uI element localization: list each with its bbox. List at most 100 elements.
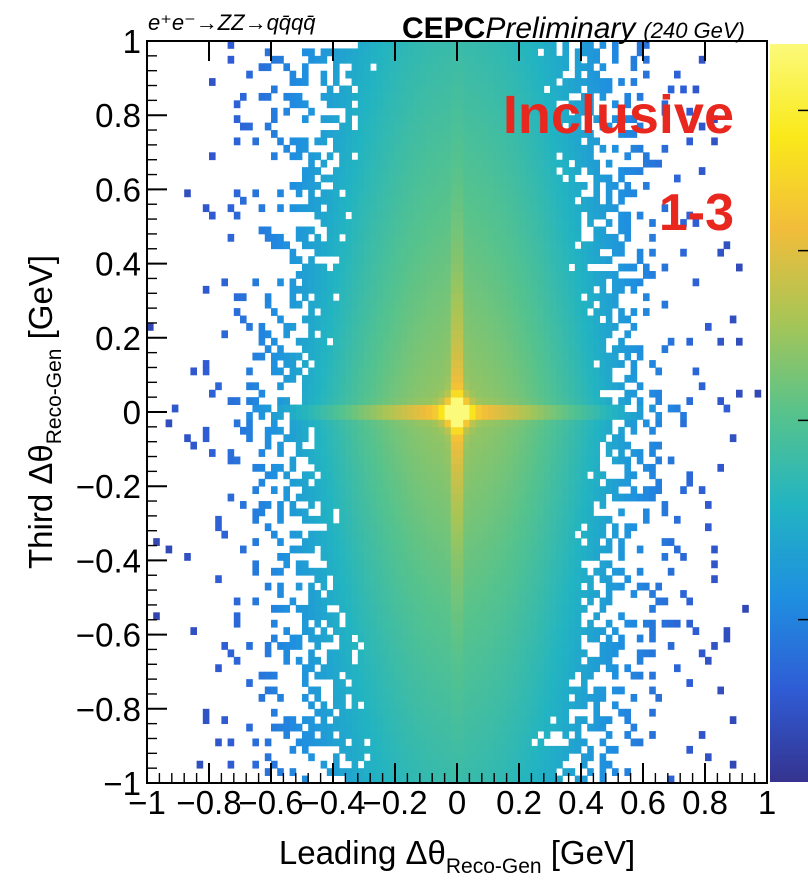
heatmap-cell [494,538,501,546]
heatmap-cell [574,226,582,235]
heatmap-cell [550,449,557,457]
heatmap-cell [512,523,520,532]
heatmap-cell [444,85,452,94]
heatmap-cell [463,471,470,480]
heatmap-cell [568,285,576,294]
heatmap-cell [506,515,514,524]
heatmap-cell [357,560,365,569]
heatmap-cell [581,486,588,495]
heatmap-cell [326,552,334,561]
heatmap-cell [413,345,421,354]
heatmap-cell [364,701,371,710]
heatmap-cell [562,412,569,420]
heatmap-cell [494,300,501,309]
heatmap-cell [320,308,328,316]
heatmap-cell [630,738,638,747]
heatmap-cell [407,419,414,428]
heatmap-cell [357,63,365,72]
heatmap-cell [444,204,452,213]
heatmap-cell [581,515,588,524]
heatmap-cell [475,679,483,687]
heatmap-cell [612,671,619,680]
heatmap-cell [364,300,371,309]
heatmap-cell [401,337,408,346]
heatmap-cell [450,449,458,457]
heatmap-cell [587,271,594,279]
heatmap-cell [370,196,377,205]
heatmap-cell [469,271,476,279]
heatmap-cell [345,397,352,405]
heatmap-cell [413,256,421,264]
heatmap-cell [562,567,569,576]
heatmap-cell [308,241,315,250]
heatmap-cell [277,441,284,450]
heatmap-cell [246,723,253,732]
heatmap-cell [314,493,321,502]
heatmap-cell [599,471,607,480]
heatmap-cell [525,434,532,443]
heatmap-cell [481,374,489,383]
heatmap-cell [463,352,470,361]
heatmap-cell [494,738,501,747]
heatmap-cell [419,775,427,783]
heatmap-cell [413,597,421,606]
heatmap-cell [475,211,483,220]
heatmap-cell [543,590,551,598]
heatmap-cell [568,508,576,517]
heatmap-cell [258,449,266,457]
heatmap-cell [295,233,303,242]
heatmap-cell [469,642,476,650]
heatmap-cell [438,85,445,94]
heatmap-cell [463,775,470,783]
heatmap-cell [543,434,551,443]
heatmap-cell [550,545,557,554]
heatmap-cell [401,100,408,109]
heatmap-cell [314,152,321,161]
heatmap-cell [512,567,520,576]
heatmap-cell [426,627,433,635]
heatmap-cell [500,278,507,287]
heatmap-cell [438,456,445,465]
heatmap-cell [612,181,619,190]
heatmap-cell [388,463,396,472]
heatmap-cell [463,679,470,687]
heatmap-cell [531,693,538,702]
heatmap-cell [475,360,483,368]
heatmap-cell [593,271,600,279]
heatmap-cell [320,337,328,346]
heatmap-cell [426,374,433,383]
heatmap-cell [376,271,383,279]
heatmap-cell [401,426,408,435]
heatmap-cell [351,374,359,383]
heatmap-cell [537,167,545,175]
heatmap-cell [512,204,520,213]
heatmap-cell [469,100,476,109]
heatmap-cell [488,441,495,450]
heatmap-cell [475,233,483,242]
heatmap-cell [413,664,421,673]
heatmap-cell [506,642,514,650]
heatmap-cell [382,248,390,257]
heatmap-cell [581,463,588,472]
heatmap-cell [562,144,569,153]
heatmap-cell [562,426,569,435]
heatmap-cell [395,612,402,621]
heatmap-cell [537,137,545,146]
heatmap-cell [568,471,576,480]
heatmap-cell [320,463,328,472]
heatmap-cell [543,397,551,405]
heatmap-cell [581,308,588,316]
heatmap-cell [302,174,309,183]
heatmap-cell [444,412,452,420]
heatmap-cell [438,63,445,72]
heatmap-cell [475,604,483,613]
heatmap-cell [481,70,489,79]
heatmap-cell [339,627,346,635]
heatmap-cell [562,397,569,405]
heatmap-cell [314,530,321,539]
heatmap-cell [512,701,520,710]
heatmap-cell [370,538,377,546]
heatmap-cell [357,530,365,539]
heatmap-cell [438,545,445,554]
heatmap-cell [395,152,402,161]
